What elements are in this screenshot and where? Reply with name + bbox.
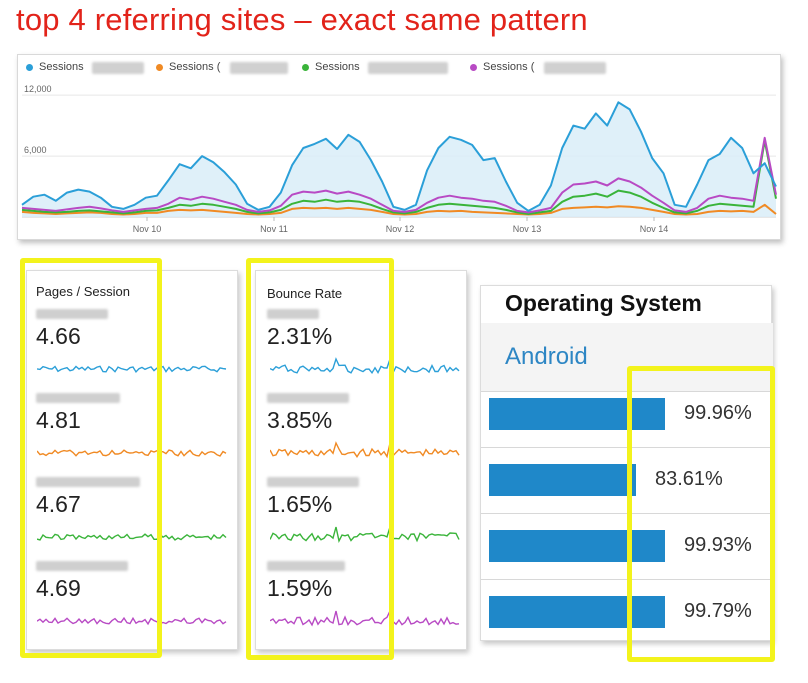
os-share-bar xyxy=(489,530,665,562)
x-tick-label: Nov 14 xyxy=(640,224,669,234)
bounce-rate-panel: Bounce Rate 2.31% 3.85% 1.65% 1.59% xyxy=(255,270,467,650)
os-share-value: 99.79% xyxy=(684,600,752,622)
os-share-value: 83.61% xyxy=(655,468,723,490)
legend-dot-icon xyxy=(26,64,33,71)
x-tick-label: Nov 11 xyxy=(260,224,288,234)
sparkline xyxy=(270,525,460,543)
os-android-link[interactable]: Android xyxy=(505,343,588,370)
sparkline xyxy=(270,441,460,459)
sessions-chart-card: Sessions Sessions ( Sessions Sessions ( … xyxy=(17,54,781,240)
headline: top 4 referring sites – exact same patte… xyxy=(16,2,588,37)
os-share-value: 99.96% xyxy=(684,402,752,424)
metric-value: 4.67 xyxy=(36,491,81,517)
y-tick-label: 6,000 xyxy=(24,145,47,155)
highlight-box xyxy=(246,258,394,660)
os-share-value: 99.93% xyxy=(684,534,752,556)
sparkline-line xyxy=(37,616,227,626)
x-tick-label: Nov 13 xyxy=(513,224,542,234)
highlight-box xyxy=(20,258,162,658)
redacted-source-name xyxy=(36,477,140,487)
sparkline xyxy=(270,357,460,375)
os-share-bar xyxy=(489,464,637,496)
os-share-bar xyxy=(489,596,665,628)
os-panel-title: Operating System xyxy=(505,290,702,316)
redacted-source-name xyxy=(36,309,108,319)
legend-dot-icon xyxy=(302,64,309,71)
legend-label: Sessions ( xyxy=(169,61,221,73)
metric-value: 4.66 xyxy=(36,323,81,349)
sparkline-line xyxy=(270,609,460,627)
redacted-text xyxy=(230,62,288,74)
redacted-text xyxy=(544,62,606,74)
legend-dot-icon xyxy=(470,64,477,71)
redacted-source-name xyxy=(267,561,345,571)
redacted-source-name xyxy=(267,309,319,319)
series-line-4 xyxy=(21,136,777,214)
series-line-2 xyxy=(21,203,777,216)
y-tick-label: 12,000 xyxy=(24,84,52,94)
sparkline-line xyxy=(270,357,460,375)
redacted-source-name xyxy=(267,393,349,403)
series-line-1 xyxy=(21,101,777,212)
redacted-source-name xyxy=(267,477,359,487)
metric-value: 3.85% xyxy=(267,407,333,433)
highlight-box xyxy=(627,366,775,662)
operating-system-panel: Operating System Android 99.96% 83.61% 99.… xyxy=(480,285,773,641)
sparkline-line xyxy=(37,449,227,457)
sparkline xyxy=(37,533,227,541)
sessions-line-chart: 12,000 6,000 Nov 10 Nov 11 Nov 12 Nov 13 Nov 1… xyxy=(21,84,777,234)
panel-title: Pages / Session xyxy=(36,284,130,299)
redacted-text xyxy=(92,62,144,74)
sparkline-line xyxy=(270,441,460,459)
x-tick-label: Nov 10 xyxy=(133,224,162,234)
os-share-bar xyxy=(489,398,665,430)
sparkline-line xyxy=(37,365,227,374)
redacted-source-name xyxy=(36,393,120,403)
legend-label: Sessions xyxy=(39,61,84,73)
series-1-area xyxy=(22,102,776,217)
x-tick-label: Nov 12 xyxy=(386,224,415,234)
sparkline xyxy=(37,616,227,626)
metric-value: 1.65% xyxy=(267,491,333,517)
sparkline xyxy=(37,449,227,457)
sparkline-line xyxy=(270,525,460,543)
panel-title: Bounce Rate xyxy=(267,286,343,301)
redacted-text xyxy=(368,62,448,74)
metric-value: 2.31% xyxy=(267,323,333,349)
sparkline xyxy=(37,365,227,374)
sparkline xyxy=(270,609,460,627)
legend-dot-icon xyxy=(156,64,163,71)
metric-value: 4.69 xyxy=(36,575,81,601)
redacted-source-name xyxy=(36,561,128,571)
metric-value: 1.59% xyxy=(267,575,333,601)
pages-per-session-panel: Pages / Session 4.66 4.81 4.67 4.69 xyxy=(26,270,238,650)
legend-label: Sessions ( xyxy=(483,61,535,73)
metric-value: 4.81 xyxy=(36,407,81,433)
legend-label: Sessions xyxy=(315,61,360,73)
series-line-3 xyxy=(21,139,777,215)
sparkline-line xyxy=(37,533,227,541)
